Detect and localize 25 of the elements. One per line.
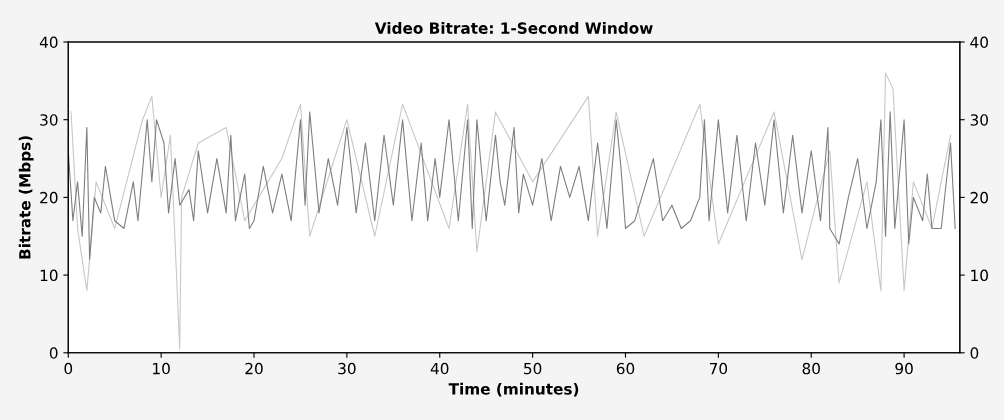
x-tick-label: 90 bbox=[895, 362, 913, 375]
x-tick-label: 70 bbox=[709, 362, 728, 375]
x-tick-label: 10 bbox=[153, 362, 170, 375]
x-tick-label: 80 bbox=[802, 362, 820, 375]
y2-tick-label: 0 bbox=[970, 347, 979, 359]
y-tick-label: 10 bbox=[40, 269, 58, 282]
x-tick-label: 60 bbox=[616, 362, 635, 375]
x-tick-label: 0 bbox=[64, 362, 73, 375]
chart-title: Video Bitrate: 1-Second Window bbox=[374, 22, 653, 34]
y2-tick-label: 10 bbox=[971, 269, 988, 282]
y-tick-label: 20 bbox=[40, 191, 58, 204]
line-series bbox=[68, 111, 956, 261]
line-series bbox=[70, 72, 952, 350]
x-tick-label: 30 bbox=[338, 362, 356, 375]
y2-tick-label: 30 bbox=[970, 114, 988, 126]
x-tick-label: 50 bbox=[524, 362, 542, 375]
y-tick-label: 0 bbox=[49, 347, 58, 359]
x-tick-label: 40 bbox=[430, 362, 449, 375]
y2-tick-label: 20 bbox=[970, 191, 988, 204]
x-axis-title: Time (minutes) bbox=[448, 382, 579, 397]
y-tick-label: 30 bbox=[40, 114, 58, 126]
y2-tick-label: 40 bbox=[970, 36, 988, 49]
x-tick-label: 20 bbox=[245, 362, 263, 375]
y-axis-title: Bitrate (Mbps) bbox=[18, 136, 34, 259]
y-tick-label: 40 bbox=[39, 36, 58, 49]
